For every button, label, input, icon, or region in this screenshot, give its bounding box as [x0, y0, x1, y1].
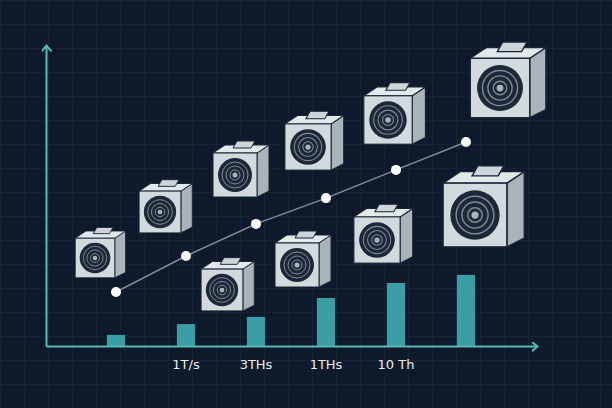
miner-icon [201, 258, 254, 311]
line [116, 142, 466, 292]
markers [111, 137, 471, 297]
x-tick: 3THs [240, 346, 273, 372]
marker [181, 251, 191, 261]
miner-icon [213, 141, 269, 197]
bar [317, 298, 335, 346]
marker [251, 219, 261, 229]
x-tick: 10 Th [378, 346, 415, 372]
miner-icon [354, 204, 413, 263]
y-axis [46, 47, 47, 347]
x-tick: 1T/s [172, 346, 200, 372]
chart: 1T/s 3THs 1THs 10 Th [0, 0, 612, 408]
bar [247, 317, 265, 346]
miner-icon [285, 111, 344, 170]
x-tick: 1THs [310, 346, 343, 372]
miner-icon [470, 42, 546, 118]
miner-icon [364, 83, 426, 145]
marker [461, 137, 471, 147]
bar [457, 275, 475, 346]
bar [177, 324, 195, 346]
miner-icons [75, 42, 546, 311]
marker [111, 287, 121, 297]
miner-icon [443, 166, 524, 247]
bar [107, 335, 125, 346]
x-tick-label: 1T/s [172, 357, 200, 372]
miner-icon [275, 231, 331, 287]
miner-icon [75, 227, 125, 277]
x-tick-label: 1THs [310, 357, 343, 372]
bar [387, 283, 405, 346]
bars [107, 275, 475, 346]
x-axis: 1T/s 3THs 1THs 10 Th [47, 346, 537, 372]
marker [321, 193, 331, 203]
marks [107, 137, 475, 346]
background-grid [0, 0, 612, 408]
x-tick-label: 10 Th [378, 357, 415, 372]
background [0, 0, 612, 408]
x-axis-line [47, 346, 537, 348]
x-tick-label: 3THs [240, 357, 273, 372]
marker [391, 165, 401, 175]
miner-icon [139, 180, 192, 233]
y-axis-line [46, 47, 48, 347]
